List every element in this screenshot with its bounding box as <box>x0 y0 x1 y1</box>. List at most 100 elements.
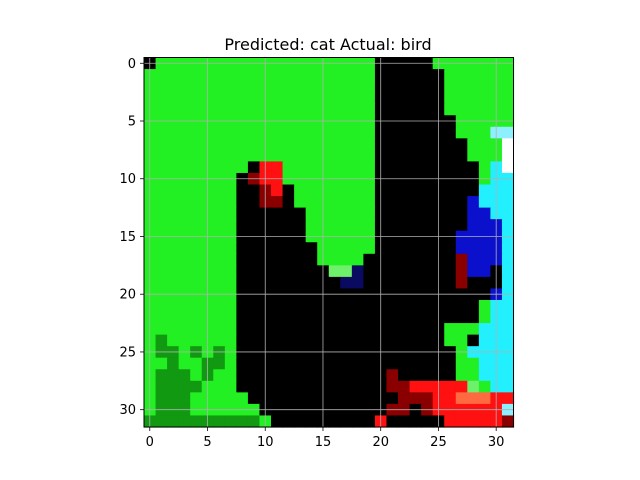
pixel-cell <box>444 323 457 336</box>
pixel-cell <box>190 299 203 313</box>
pixel-cell <box>213 334 226 347</box>
pixel-cell <box>328 149 341 163</box>
pixel-cell <box>351 92 364 105</box>
pixel-cell <box>305 369 318 382</box>
pixel-cell <box>444 103 457 116</box>
pixel-cell <box>167 80 180 93</box>
pixel-cell <box>282 184 295 197</box>
pixel-cell <box>213 369 226 382</box>
pixel-cell <box>501 196 515 209</box>
pixel-cell <box>282 265 295 278</box>
pixel-cell <box>444 242 457 255</box>
pixel-cell <box>213 323 226 336</box>
pixel-cell <box>455 299 468 313</box>
pixel-cell <box>340 369 353 382</box>
pixel-cell <box>421 149 434 163</box>
pixel-cell <box>398 369 411 382</box>
pixel-cell <box>363 219 376 232</box>
pixel-cell <box>247 126 261 139</box>
pixel-cell <box>444 357 457 370</box>
pixel-cell <box>271 196 284 209</box>
pixel-cell <box>340 126 353 139</box>
pixel-cell <box>386 242 399 255</box>
pixel-cell <box>305 415 318 428</box>
pixel-cell <box>213 126 226 139</box>
pixel-cell <box>478 357 492 370</box>
pixel-cell <box>305 126 318 139</box>
pixel-cell <box>190 253 203 266</box>
pixel-cell <box>224 242 237 255</box>
pixel-cell <box>501 323 515 336</box>
pixel-cell <box>351 184 364 197</box>
pixel-cell <box>178 311 191 324</box>
pixel-cell <box>167 415 180 428</box>
pixel-cell <box>155 299 168 313</box>
pixel-cell <box>305 380 318 393</box>
pixel-cell <box>236 357 249 370</box>
pixel-cell <box>398 299 411 313</box>
pixel-cell <box>363 265 376 278</box>
pixel-cell <box>467 323 480 336</box>
pixel-cell <box>167 92 180 105</box>
pixel-cell <box>282 103 295 116</box>
pixel-cell <box>213 196 226 209</box>
pixel-cell <box>167 357 180 370</box>
pixel-cell <box>501 80 515 93</box>
pixel-cell <box>340 380 353 393</box>
pixel-cell <box>167 323 180 336</box>
pixel-cell <box>409 357 422 370</box>
pixel-cell <box>155 392 168 405</box>
pixel-cell <box>363 253 376 266</box>
pixel-cell <box>167 184 180 197</box>
pixel-cell <box>351 126 364 139</box>
pixel-cell <box>340 242 353 255</box>
pixel-cell <box>455 369 468 382</box>
pixel-cell <box>271 276 284 290</box>
pixel-cell <box>386 184 399 197</box>
pixel-cell <box>305 184 318 197</box>
pixel-cell <box>386 138 399 151</box>
pixel-cell <box>236 219 249 232</box>
pixel-cell <box>467 357 480 370</box>
pixel-cell <box>213 357 226 370</box>
pixel-cell <box>444 138 457 151</box>
pixel-cell <box>190 415 203 428</box>
pixel-cell <box>247 380 261 393</box>
pixel-cell <box>444 253 457 266</box>
pixel-cell <box>305 219 318 232</box>
pixel-cell <box>478 196 492 209</box>
pixel-cell <box>236 323 249 336</box>
pixel-cell <box>455 323 468 336</box>
pixel-cell <box>455 242 468 255</box>
pixel-cell <box>178 415 191 428</box>
pixel-cell <box>398 138 411 151</box>
pixel-cell <box>363 103 376 116</box>
pixel-cell <box>155 207 168 220</box>
pixel-cell <box>386 357 399 370</box>
pixel-cell <box>398 242 411 255</box>
pixel-cell <box>421 219 434 232</box>
pixel-cell <box>236 265 249 278</box>
pixel-cell <box>155 380 168 393</box>
pixel-cell <box>409 276 422 290</box>
pixel-cell <box>409 265 422 278</box>
pixel-cell <box>501 242 515 255</box>
pixel-cell <box>247 276 261 290</box>
pixel-cell <box>444 196 457 209</box>
pixel-cell <box>421 126 434 139</box>
pixel-cell <box>386 299 399 313</box>
pixel-cell <box>271 69 284 82</box>
pixel-cell <box>294 126 307 139</box>
pixel-cell <box>467 103 480 116</box>
pixel-cell <box>328 138 341 151</box>
pixel-cell <box>213 184 226 197</box>
pixel-cell <box>386 369 399 382</box>
pixel-cell <box>190 392 203 405</box>
pixel-cell <box>282 80 295 93</box>
pixel-cell <box>340 415 353 428</box>
pixel-cell <box>409 161 422 174</box>
pixel-cell <box>398 126 411 139</box>
pixel-cell <box>247 80 261 93</box>
pixel-cell <box>178 265 191 278</box>
pixel-cell <box>386 69 399 82</box>
